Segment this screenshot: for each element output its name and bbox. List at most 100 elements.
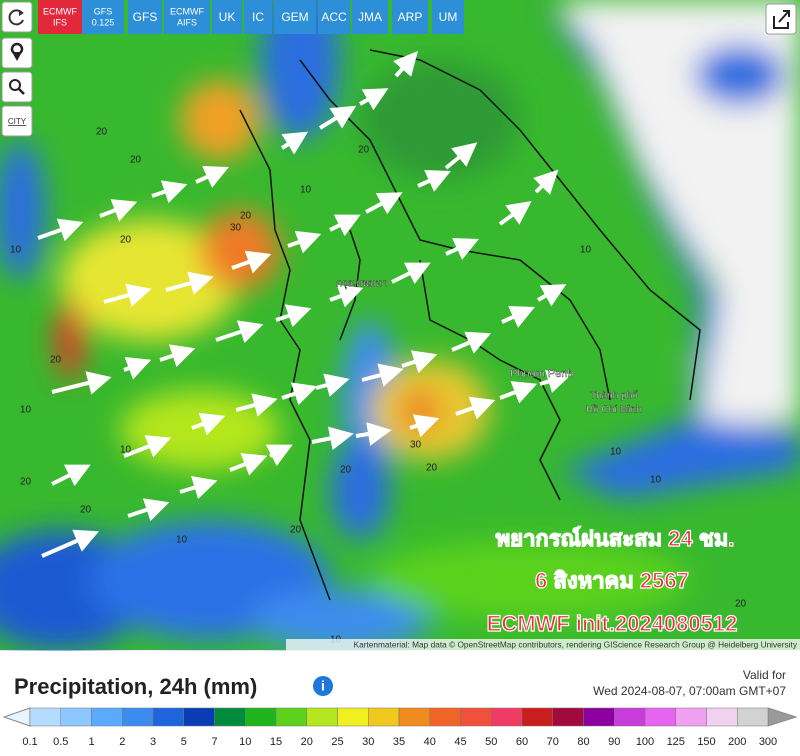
valid-label: Valid for: [743, 668, 786, 682]
contour-label: 20: [50, 355, 62, 366]
scale-cell: [521, 707, 553, 727]
overlay-line: 6 สิงหาคม 2567: [535, 568, 689, 593]
contour-label: 20: [290, 525, 302, 536]
model-tab[interactable]: [82, 0, 124, 34]
place-labels: Phnom Penh Thành phố Hồ Chí Minh กรุงเทพมหา: [336, 278, 642, 416]
contour-label: 20: [80, 505, 92, 516]
scale-label: 30: [362, 736, 374, 748]
city-label: CITY: [8, 117, 27, 126]
scale-cell: [337, 707, 369, 727]
scale-label: 25: [331, 736, 343, 748]
overlay-text: พยากรณ์ฝนสะสม 24 ชม. 6 สิงหาคม 2567 ECMWF …: [486, 525, 738, 636]
legend-title: Precipitation, 24h (mm): [14, 674, 257, 699]
contour-label: 10: [300, 185, 312, 196]
model-tab-label: IC: [252, 10, 264, 24]
scale-label: 15: [270, 736, 282, 748]
legend: Precipitation, 24h (mm) i Valid for Wed …: [0, 651, 800, 751]
scale-label: 100: [636, 736, 654, 748]
model-tab-sublabel: AIFS: [177, 17, 197, 27]
place-label: Hồ Chí Minh: [586, 404, 642, 416]
contour-label: 10: [20, 405, 32, 416]
scale-cell: [706, 707, 738, 727]
contour-label: 20: [120, 235, 132, 246]
contour-label: 10: [120, 445, 132, 456]
model-tab[interactable]: [128, 0, 162, 34]
scale-label: 7: [211, 736, 217, 748]
model-tab-label: GFS: [94, 6, 113, 16]
scale-cell: [29, 707, 61, 727]
model-tab-sublabel: IFS: [53, 17, 67, 27]
scale-label: 35: [393, 736, 405, 748]
model-tab[interactable]: [164, 0, 210, 34]
scale-label: 20: [301, 736, 313, 748]
scale-label: 2: [119, 736, 125, 748]
scale-cell: [552, 707, 584, 727]
zoom-button[interactable]: [1, 71, 33, 103]
scale-label: 150: [697, 736, 715, 748]
scale-cell: [214, 707, 246, 727]
scale-cell: [122, 707, 154, 727]
scale-cell: [152, 707, 184, 727]
model-tab-label: UM: [439, 10, 458, 24]
city-button[interactable]: [1, 105, 33, 137]
scale-label: 3: [150, 736, 156, 748]
model-tab[interactable]: [38, 0, 82, 34]
valid-time: Wed 2024-08-07, 07:00am GMT+07: [593, 684, 786, 698]
wind-arrows: [37, 50, 572, 558]
model-tab-label: GEM: [281, 10, 308, 24]
place-label: Phnom Penh: [510, 368, 574, 380]
scale-cell: [460, 707, 492, 727]
model-tab[interactable]: [432, 0, 464, 34]
model-tab[interactable]: [274, 0, 316, 34]
scale-cell: [675, 707, 707, 727]
model-tab[interactable]: [352, 0, 388, 34]
model-tab[interactable]: [212, 0, 242, 34]
scale-label: 90: [608, 736, 620, 748]
scale-label: 80: [577, 736, 589, 748]
map: Phnom Penh Thành phố Hồ Chí Minh กรุงเทพมหา…: [0, 0, 800, 651]
scale-cell: [91, 707, 123, 727]
scale-label: 70: [547, 736, 559, 748]
model-tab-label: ARP: [398, 10, 423, 24]
contour-label: 30: [410, 440, 422, 451]
place-label: กรุงเทพมหา: [336, 279, 388, 290]
model-tab-sublabel: 0.125: [92, 17, 115, 27]
contour-label: 20: [20, 477, 32, 488]
scale-label: 0.5: [53, 736, 68, 748]
model-tab[interactable]: [244, 0, 272, 34]
overlay-line: พยากรณ์ฝนสะสม 24 ชม.: [496, 526, 735, 551]
model-tab[interactable]: [318, 0, 350, 34]
scale-label: 200: [728, 736, 746, 748]
scale-label: 10: [239, 736, 251, 748]
model-tab-label: ACC: [321, 10, 347, 24]
scale-cell: [275, 707, 307, 727]
scale-cell: [491, 707, 523, 727]
contour-label: 30: [230, 223, 242, 234]
contour-label: 10: [10, 245, 22, 256]
borders: [239, 49, 701, 601]
info-icon: i: [321, 678, 325, 694]
scale-cell: [737, 707, 769, 727]
contour-label: 20: [426, 463, 438, 474]
model-tab[interactable]: [392, 0, 428, 34]
scale-cell: [245, 707, 277, 727]
contour-label: 20: [358, 145, 370, 156]
scale-label: 125: [667, 736, 685, 748]
contour-label: 20: [340, 465, 352, 476]
contour-label: 20: [96, 127, 108, 138]
model-tab-label: JMA: [358, 10, 382, 24]
info-button[interactable]: [313, 676, 333, 696]
scale-cell: [429, 707, 461, 727]
refresh-button[interactable]: [1, 1, 33, 33]
scale-label: 50: [485, 736, 497, 748]
scale-label: 5: [181, 736, 187, 748]
contour-label: 20: [240, 211, 252, 222]
contour-label: 20: [735, 599, 747, 610]
scale-cell: [183, 707, 215, 727]
scale-label: 60: [516, 736, 528, 748]
scale-label: 0.1: [22, 736, 37, 748]
model-tab-label: ECMWF: [43, 6, 77, 16]
scale-cell: [583, 707, 615, 727]
contour-label: 10: [176, 535, 188, 546]
